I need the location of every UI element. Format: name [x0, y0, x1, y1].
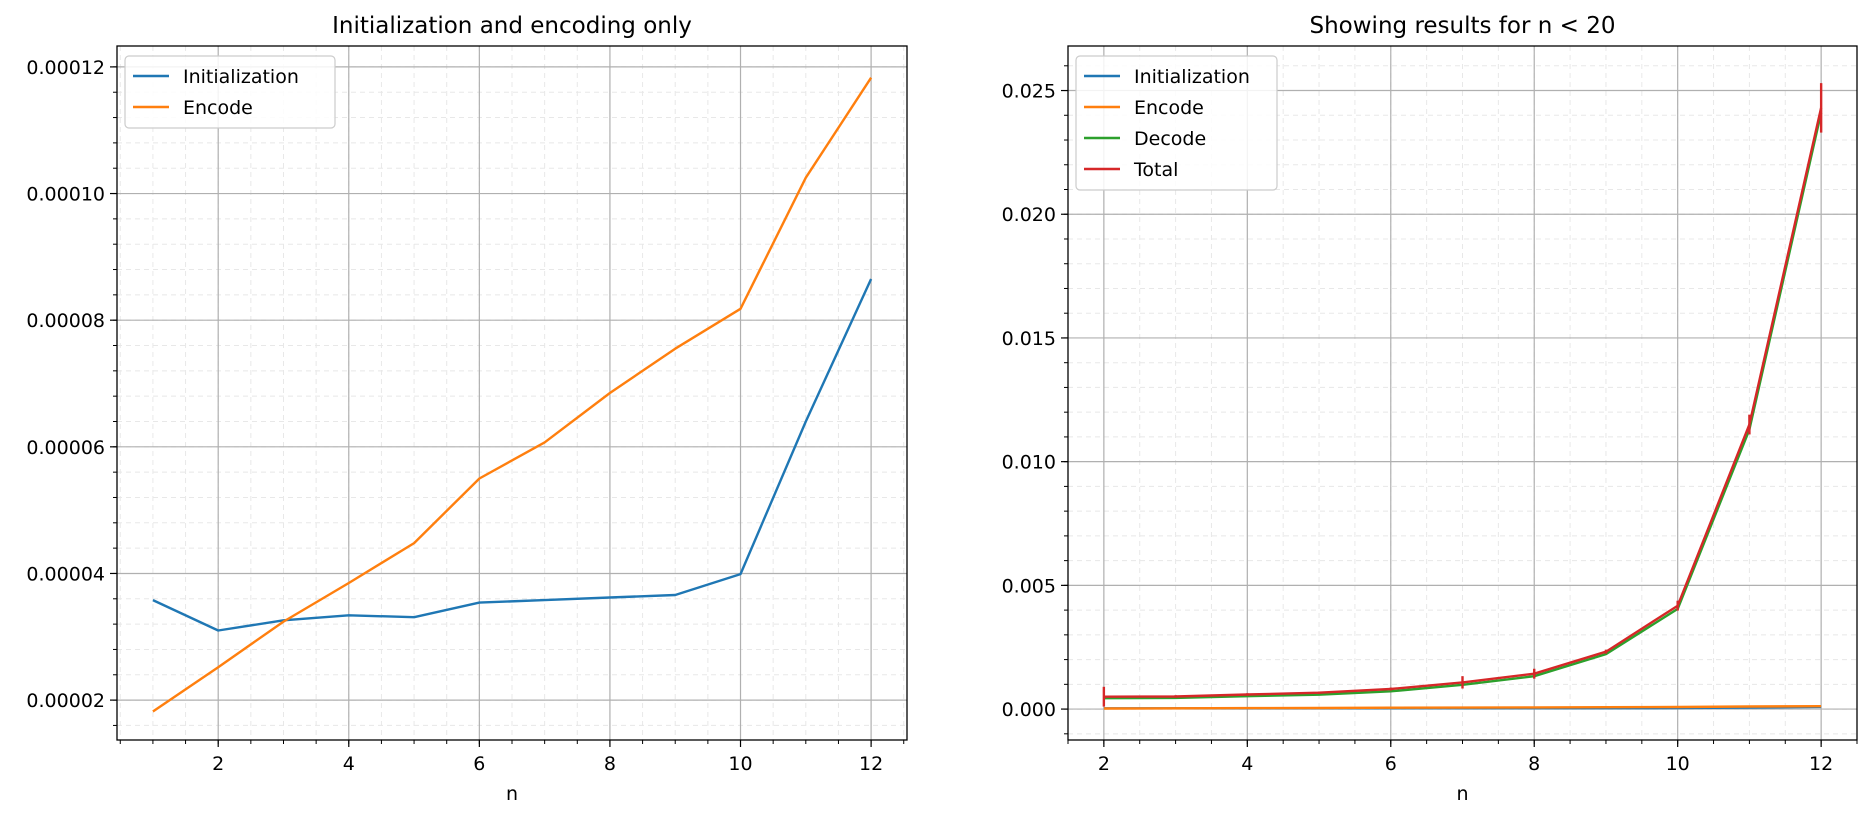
legend-label: Initialization — [183, 66, 299, 88]
axes-frame — [1067, 45, 1858, 741]
legend-label: Decode — [1134, 128, 1206, 150]
y-tick-label: 0.00004 — [26, 563, 105, 585]
x-tick-label: 12 — [1809, 753, 1833, 775]
x-axis-label: n — [1456, 783, 1468, 805]
x-tick-label: 6 — [1385, 753, 1397, 775]
y-tick-label: 0.000 — [1002, 699, 1056, 721]
axes-frame — [116, 45, 908, 741]
x-tick-label: 6 — [473, 753, 485, 775]
legend: Initialization Encode Decode Total — [1075, 55, 1278, 191]
legend-box — [124, 55, 336, 129]
chart-title: Showing results for n < 20 — [1310, 13, 1616, 39]
y-tick-label: 0.00010 — [26, 184, 105, 206]
x-tick-label: 10 — [1666, 753, 1690, 775]
legend-label: Encode — [1134, 97, 1204, 119]
y-tick-label: 0.020 — [1002, 204, 1056, 226]
x-tick-label: 8 — [604, 753, 616, 775]
legend-box — [1075, 55, 1278, 191]
y-tick-label: 0.015 — [1002, 328, 1056, 350]
legend-label: Total — [1133, 159, 1178, 181]
y-tick-label: 0.025 — [1002, 81, 1056, 103]
chart-title: Initialization and encoding only — [332, 13, 692, 39]
x-tick-label: 8 — [1528, 753, 1540, 775]
x-tick-label: 4 — [1241, 753, 1253, 775]
series-line-encode — [152, 77, 873, 713]
x-tick-label: 2 — [1098, 753, 1110, 775]
y-tick-label: 0.00002 — [26, 690, 105, 712]
x-tick-label: 2 — [212, 753, 224, 775]
legend: Initialization Encode — [124, 55, 336, 129]
x-tick-label: 12 — [859, 753, 883, 775]
y-tick-label: 0.010 — [1002, 452, 1056, 474]
x-tick-label: 4 — [343, 753, 355, 775]
y-tick-label: 0.00008 — [26, 310, 105, 332]
y-tick-label: 0.00012 — [26, 57, 105, 79]
x-axis-label: n — [506, 783, 518, 805]
chart-panel-2: 2 4 6 8 10 12 0.000 0.005 0.010 0.015 0.020 0.025 Sh… — [1002, 13, 1858, 805]
series-line-initialization — [152, 278, 873, 632]
chart-panel-1: 2 4 6 8 10 12 0.00002 0.00004 0.00006 0.00008 0.00… — [26, 13, 908, 805]
y-tick-label: 0.005 — [1002, 575, 1056, 597]
x-tick-label: 10 — [728, 753, 752, 775]
y-tick-label: 0.00006 — [26, 437, 105, 459]
legend-label: Encode — [183, 97, 253, 119]
series-line-encode — [1103, 705, 1822, 710]
legend-label: Initialization — [1134, 66, 1250, 88]
